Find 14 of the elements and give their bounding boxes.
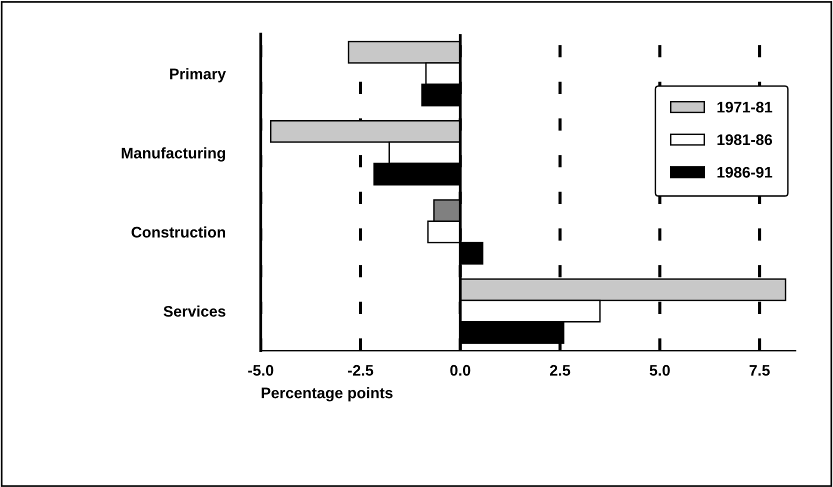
y-tick-label: Manufacturing <box>122 147 225 162</box>
y-tick-label: Construction <box>132 226 226 238</box>
x-tick-label: 7.5 <box>750 365 770 376</box>
x-axis-title: Percentage points <box>262 387 393 402</box>
legend-label: 1971-81 <box>718 102 772 113</box>
x-tick-label: -5.0 <box>248 364 274 376</box>
legend-label: 1981-86 <box>718 134 772 146</box>
x-tick-label: 5.0 <box>650 364 670 376</box>
x-tick-label: 0.0 <box>450 364 470 376</box>
y-tick-label: Services <box>164 306 226 317</box>
legend-label: 1986-91 <box>718 166 772 178</box>
y-tick-label: Primary <box>170 68 226 82</box>
x-tick-label: 2.5 <box>550 364 570 376</box>
x-tick-label: -2.5 <box>348 364 374 376</box>
